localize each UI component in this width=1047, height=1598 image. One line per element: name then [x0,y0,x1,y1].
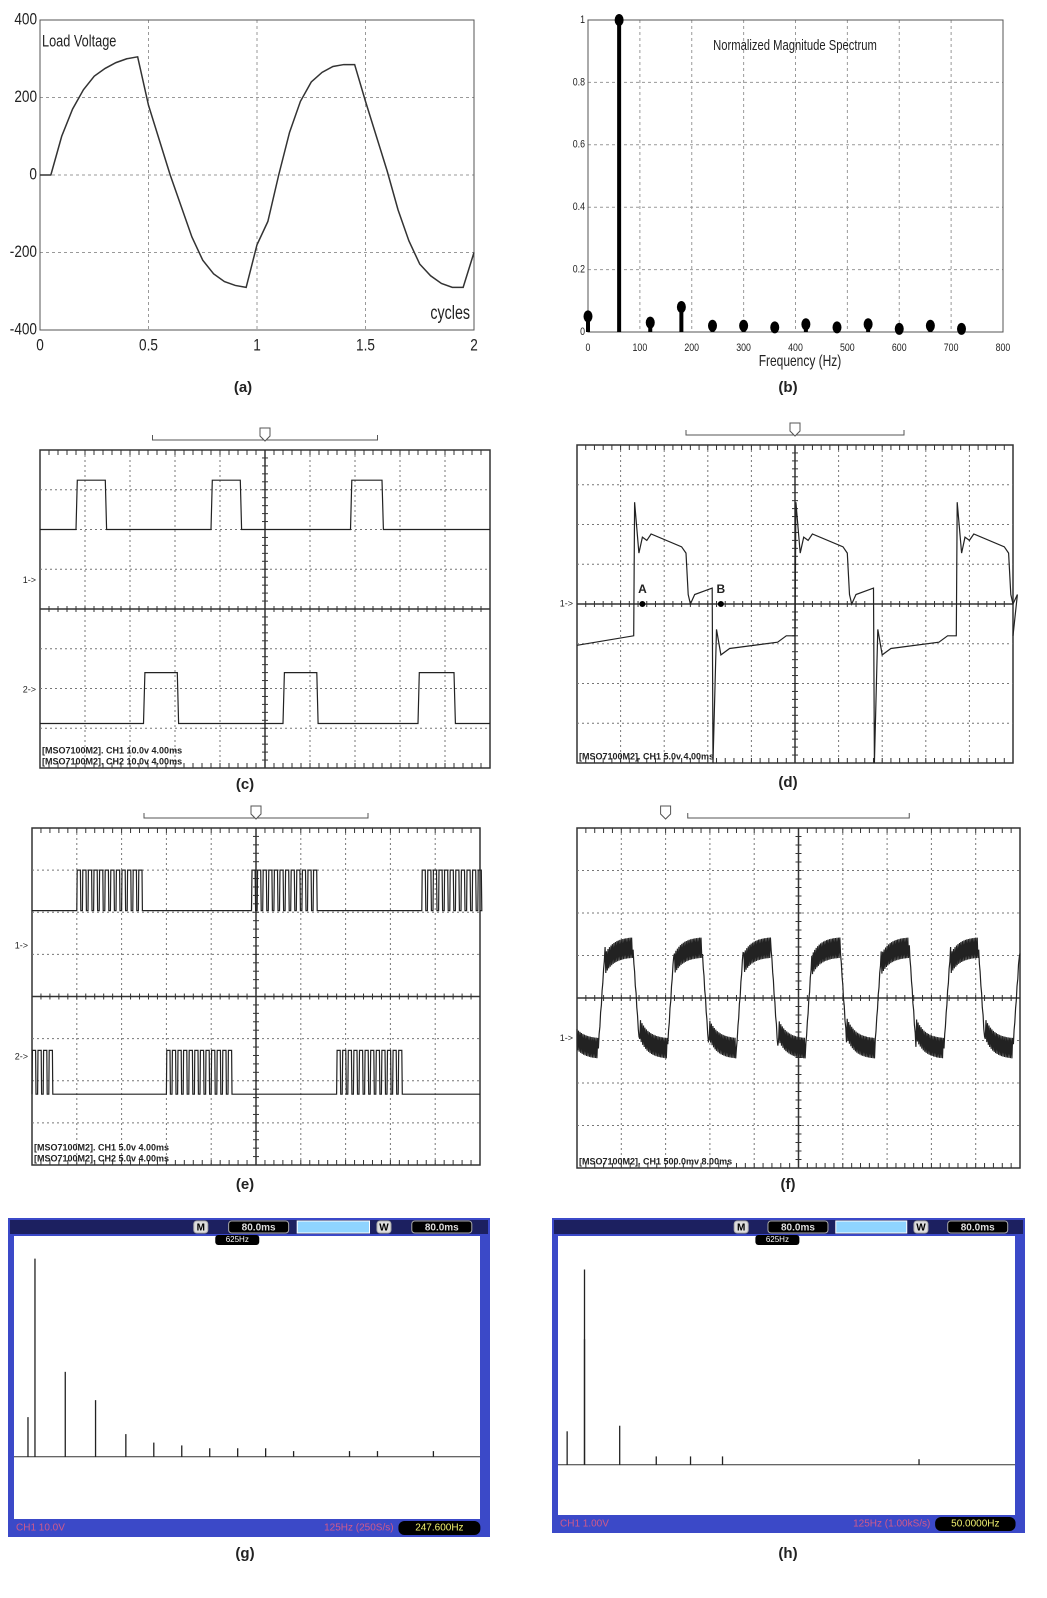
x-tick-label: 600 [892,342,907,354]
x-tick-label: 200 [684,342,699,354]
zoom-wave-box [297,1221,369,1233]
marker-dot [639,601,645,607]
stem-head [957,323,966,335]
axis-label: Frequency (Hz) [759,352,842,370]
stem-head [584,310,593,322]
trigger-marker [260,428,270,441]
stem-head [770,321,779,333]
x-tick-label: 0.5 [139,336,158,355]
time-bracket [688,813,910,818]
marker-label: A [638,582,647,596]
toolbar-text: 80.0ms [781,1223,815,1234]
status-line: [MSO7100M2]. CH1 5.0v 4.00ms [579,751,714,761]
y-tick-label: 0.2 [573,264,586,276]
y-tick-label: 0 [29,165,37,184]
annotation: Load Voltage [42,32,116,51]
y-tick-label: 400 [14,10,37,29]
panel-label: (e) [236,1176,254,1193]
trigger-marker [661,806,671,819]
x-tick-label: 300 [736,342,751,354]
panel-label: (f) [781,1176,796,1193]
y-tick-label: 200 [14,88,37,107]
toolbar-text: W [379,1223,389,1234]
x-tick-label: 2 [470,336,478,355]
y-tick-label: 0.6 [573,139,586,151]
panel-label: (h) [778,1545,797,1562]
panel-label: (a) [234,379,252,396]
y-tick-label: 1 [580,14,585,26]
y-tick-label: -200 [10,243,37,262]
stem-head [801,318,810,330]
marker-dot [718,601,724,607]
y-tick-label: 0.8 [573,76,586,88]
status-line: [MSO7100M2]. CH2 5.0v 4.00ms [34,1153,169,1163]
chart-title: Normalized Magnitude Spectrum [713,36,877,53]
x-tick-label: 500 [840,342,855,354]
toolbar-text: W [916,1223,926,1234]
y-tick-label: 0.4 [573,201,586,213]
rate-info: 125Hz (250S/s) [324,1523,393,1534]
status-line: [MSO7100M2]. CH2 10.0v 4.00ms [42,756,182,766]
toolbar-text: M [737,1223,745,1234]
channel-label: 2-> [15,1052,28,1062]
panel-label: (g) [235,1545,254,1562]
toolbar-text: 80.0ms [961,1223,995,1234]
channel-label: 2-> [23,684,36,694]
channel-label: 1-> [15,940,28,950]
stem-head [739,320,748,332]
status-line: [MSO7100M2]. CH1 500.0mv 8.00ms [579,1156,732,1166]
x-tick-label: 1 [253,336,261,355]
fft-screen [14,1236,480,1519]
zoom-wave-box [836,1221,907,1233]
channel-info: CH1 1.00V [560,1519,609,1530]
x-tick-label: 700 [944,342,959,354]
x-tick-label: 800 [996,342,1011,354]
channel-label: 1-> [560,1033,573,1043]
stem-head [708,320,717,332]
stem-head [864,318,873,330]
x-tick-label: 1.5 [356,336,375,355]
panel-label: (d) [778,774,797,791]
figure: -400 -200 0 200 400 0 0.5 1 1.5 2 Load Voltage cycl… [0,0,1047,1598]
stem-head [833,321,842,333]
status-line: [MSO7100M2]. CH1 5.0v 4.00ms [34,1142,169,1152]
trigger-marker [790,423,800,436]
x-tick-label: 100 [633,342,648,354]
toolbar-text: 80.0ms [242,1223,276,1234]
readout: 247.600Hz [415,1523,463,1534]
stem-head [895,323,904,335]
channel-label: 1-> [560,598,573,608]
panel-label: (c) [236,776,254,793]
channel-label: 1-> [23,575,36,585]
trigger-marker [251,806,261,819]
cursor-label: 625Hz [226,1235,249,1244]
cursor-label: 625Hz [766,1235,789,1244]
panel-label: (b) [778,379,797,396]
status-line: [MSO7100M2]. CH1 10.0v 4.00ms [42,745,182,755]
x-tick-label: 0 [36,336,44,355]
toolbar-text: M [197,1223,205,1234]
y-tick-label: -400 [10,320,37,339]
axis-label: cycles [430,302,470,323]
stem-head [677,301,686,313]
x-tick-label: 0 [586,342,591,354]
stem-head [926,320,935,332]
channel-info: CH1 10.0V [16,1523,65,1534]
marker-label: B [717,582,726,596]
rate-info: 125Hz (1.00kS/s) [853,1519,930,1530]
readout: 50.0000Hz [951,1519,999,1530]
stem-head [615,14,624,26]
y-tick-label: 0 [580,326,585,338]
toolbar-text: 80.0ms [425,1223,459,1234]
stem-head [646,317,655,329]
fft-screen [558,1236,1015,1515]
